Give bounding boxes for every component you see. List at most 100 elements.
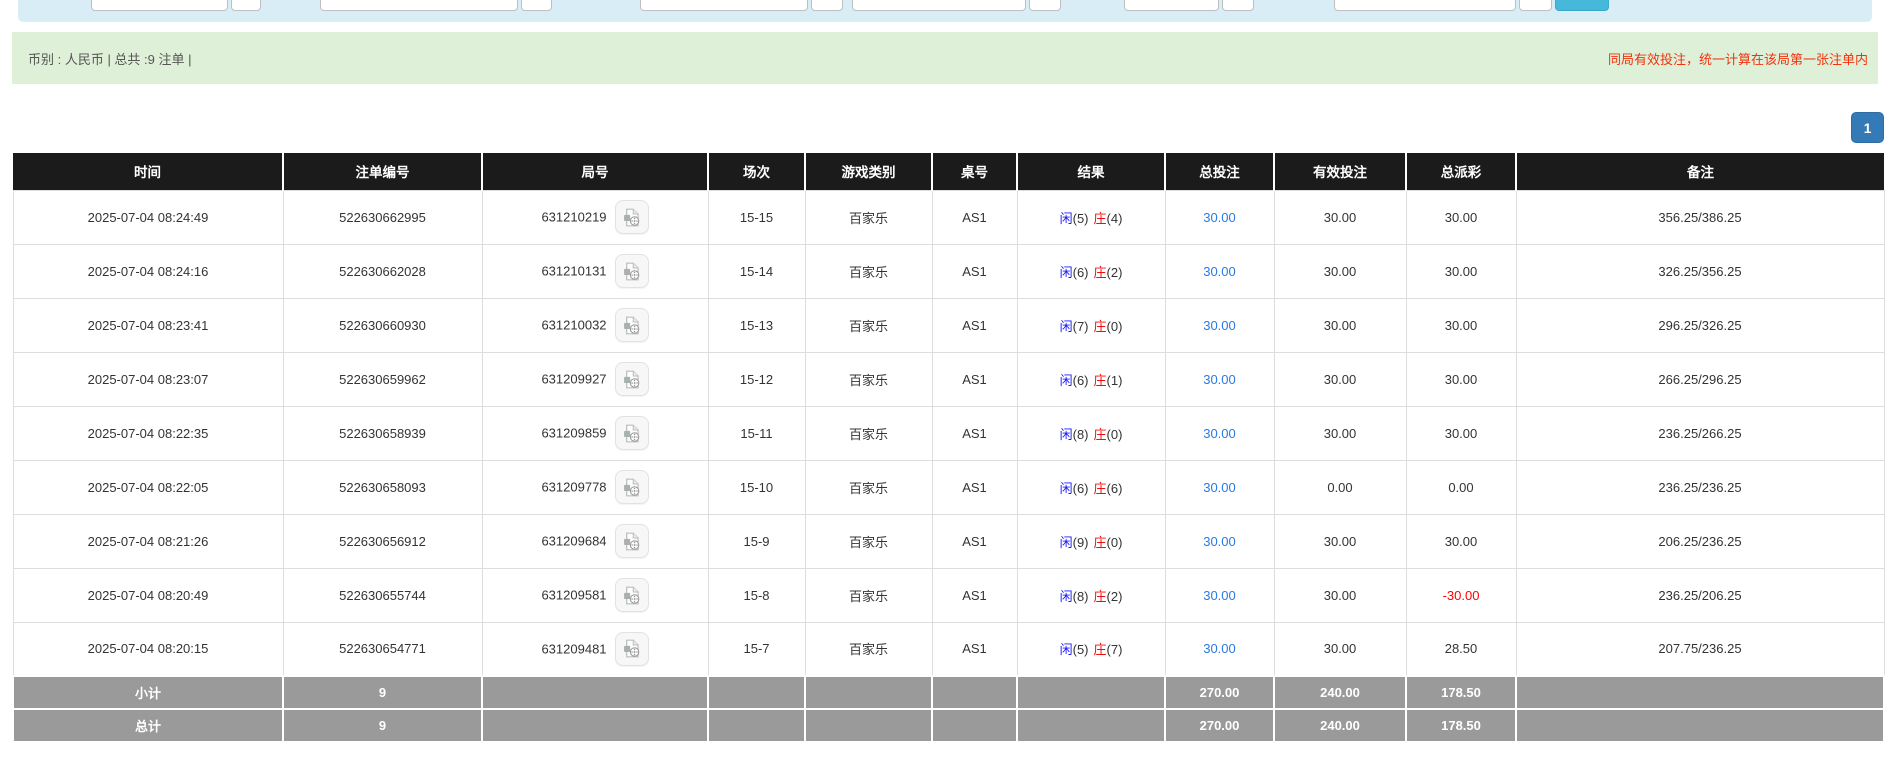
result-banker-score: (4) — [1106, 210, 1123, 226]
video-replay-button[interactable] — [614, 578, 649, 612]
filter-input-6[interactable] — [1334, 0, 1516, 11]
filter-addon-6-button[interactable] — [1519, 0, 1552, 11]
grand-total-payout: 178.50 — [1405, 708, 1517, 743]
result-banker-score: (7) — [1106, 642, 1123, 658]
subtotal-empty — [1515, 675, 1885, 710]
video-replay-button[interactable] — [614, 362, 649, 396]
result-player-score: (6) — [1072, 264, 1089, 280]
video-replay-button[interactable] — [614, 254, 649, 288]
filter-input-4[interactable] — [852, 0, 1026, 11]
result-player-label: 闲 — [1059, 318, 1073, 334]
cell-valid-bet: 30.00 — [1273, 297, 1407, 353]
cell-bet-id: 522630656912 — [282, 513, 483, 569]
filter-input-3[interactable] — [640, 0, 808, 11]
header-result: 结果 — [1017, 153, 1166, 190]
total-bet-link[interactable]: 30.00 — [1203, 533, 1236, 549]
video-replay-button[interactable] — [614, 631, 649, 666]
cell-table-no: AS1 — [931, 243, 1018, 299]
cell-total-bet: 30.00 — [1164, 351, 1275, 407]
video-replay-button[interactable] — [614, 416, 649, 450]
header-game-type: 游戏类别 — [805, 153, 933, 190]
currency-summary-text: 币别 : 人民币 | 总共 :9 注单 | — [28, 51, 192, 67]
result-player-score: (6) — [1072, 480, 1089, 496]
filter-addon-5-button[interactable] — [1222, 0, 1254, 11]
cell-round-id: 631209859 — [481, 405, 709, 461]
filter-input-1[interactable] — [91, 0, 228, 11]
cell-valid-bet: 30.00 — [1273, 243, 1407, 299]
result-player-score: (5) — [1072, 210, 1089, 226]
video-replay-button[interactable] — [614, 470, 649, 504]
cell-table-no: AS1 — [931, 513, 1018, 569]
cell-bet-id: 522630659962 — [282, 351, 483, 407]
cell-payout: -30.00 — [1405, 567, 1517, 623]
total-bet-link[interactable]: 30.00 — [1203, 425, 1236, 441]
filter-input-5[interactable] — [1124, 0, 1219, 11]
cell-valid-bet: 30.00 — [1273, 567, 1407, 623]
cell-session: 15-9 — [707, 513, 806, 569]
pagination-page-1-button[interactable]: 1 — [1851, 112, 1884, 143]
cell-remark: 207.75/236.25 — [1515, 621, 1885, 677]
subtotal-count: 9 — [282, 675, 483, 710]
total-bet-link[interactable]: 30.00 — [1203, 317, 1236, 333]
cell-bet-id: 522630658939 — [282, 405, 483, 461]
cell-session: 15-14 — [707, 243, 806, 299]
subtotal-row: 小计 9 270.00 240.00 178.50 — [12, 675, 1885, 710]
total-bet-link[interactable]: 30.00 — [1203, 263, 1236, 279]
cell-total-bet: 30.00 — [1164, 297, 1275, 353]
grand-total-empty — [1515, 708, 1885, 743]
filter-addon-2-button[interactable] — [521, 0, 552, 11]
filter-addon-1-button[interactable] — [231, 0, 261, 11]
total-bet-link[interactable]: 30.00 — [1203, 587, 1236, 603]
search-button[interactable] — [1555, 0, 1609, 11]
grand-total-count: 9 — [282, 708, 483, 743]
cell-round-id: 631209481 — [481, 621, 709, 677]
result-banker-label: 庄 — [1093, 588, 1107, 604]
result-banker-score: (6) — [1106, 480, 1123, 496]
cell-valid-bet: 0.00 — [1273, 459, 1407, 515]
total-bet-link[interactable]: 30.00 — [1203, 641, 1236, 657]
result-banker-label: 庄 — [1093, 480, 1107, 496]
result-player-label: 闲 — [1059, 372, 1073, 388]
result-banker-score: (1) — [1106, 372, 1123, 388]
result-player-score: (5) — [1072, 642, 1089, 658]
video-replay-button[interactable] — [614, 524, 649, 558]
cell-bet-id: 522630655744 — [282, 567, 483, 623]
cell-remark: 266.25/296.25 — [1515, 351, 1885, 407]
cell-total-bet: 30.00 — [1164, 243, 1275, 299]
video-replay-button[interactable] — [614, 200, 649, 234]
cell-table-no: AS1 — [931, 459, 1018, 515]
result-player-label: 闲 — [1059, 264, 1073, 280]
result-banker-label: 庄 — [1093, 426, 1107, 442]
cell-remark: 236.25/236.25 — [1515, 459, 1885, 515]
total-bet-link[interactable]: 30.00 — [1203, 209, 1236, 225]
filter-addon-3-button[interactable] — [811, 0, 843, 11]
cell-time: 2025-07-04 08:23:07 — [12, 351, 284, 407]
header-total-bet: 总投注 — [1165, 153, 1275, 190]
video-replay-button[interactable] — [614, 308, 649, 342]
grand-total-total-bet: 270.00 — [1164, 708, 1275, 743]
cell-valid-bet: 30.00 — [1273, 405, 1407, 461]
cell-bet-id: 522630662995 — [282, 189, 483, 245]
summary-bar: 币别 : 人民币 | 总共 :9 注单 | 同局有效投注，统一计算在该局第一张注… — [12, 32, 1878, 84]
cell-total-bet: 30.00 — [1164, 621, 1275, 677]
header-session: 场次 — [708, 153, 806, 190]
total-bet-link[interactable]: 30.00 — [1203, 371, 1236, 387]
subtotal-empty — [804, 675, 933, 710]
cell-remark: 236.25/266.25 — [1515, 405, 1885, 461]
cell-round-id: 631209778 — [481, 459, 709, 515]
cell-payout: 30.00 — [1405, 405, 1517, 461]
cell-result: 闲(9) 庄(0) — [1016, 513, 1166, 569]
filter-input-2[interactable] — [320, 0, 518, 11]
subtotal-payout: 178.50 — [1405, 675, 1517, 710]
table-row: 2025-07-04 08:22:35 522630658939 6312098… — [12, 405, 1885, 461]
cell-result: 闲(7) 庄(0) — [1016, 297, 1166, 353]
grand-total-empty — [707, 708, 806, 743]
cell-time: 2025-07-04 08:22:05 — [12, 459, 284, 515]
subtotal-empty — [931, 675, 1018, 710]
subtotal-valid-bet: 240.00 — [1273, 675, 1407, 710]
total-bet-link[interactable]: 30.00 — [1203, 479, 1236, 495]
filter-addon-4-button[interactable] — [1029, 0, 1061, 11]
grand-total-empty — [481, 708, 709, 743]
result-banker-label: 庄 — [1093, 642, 1107, 658]
cell-game-type: 百家乐 — [804, 297, 933, 353]
